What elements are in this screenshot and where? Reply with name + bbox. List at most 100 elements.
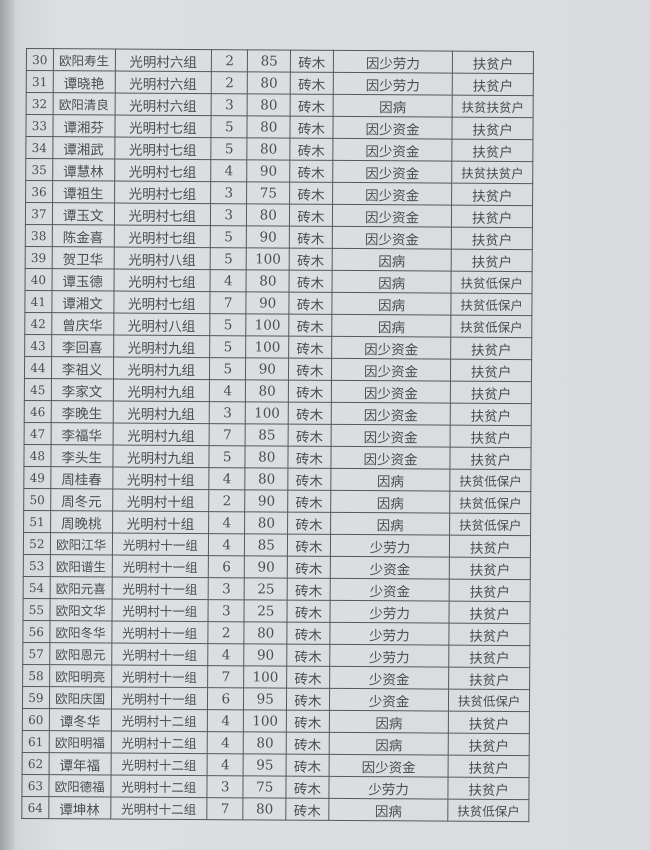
- table-row: 50 周冬元 光明村十组 2 90 砖木 因病 扶贫低保户: [23, 488, 531, 514]
- page-binding-shadow: [0, 0, 14, 850]
- table-row: 48 李头生 光明村九组 5 80 砖木 因少资金 扶贫户: [23, 444, 532, 470]
- table-row: 42 曾庆华 光明村八组 5 100 砖木 因病 扶贫低保户: [24, 312, 532, 338]
- table-row: 32 欧阳清良 光明村六组 3 80 砖木 因病 扶贫扶贫户: [26, 92, 534, 118]
- structure-material-cell: 砖木: [287, 468, 331, 491]
- structure-material-cell: 砖木: [290, 50, 334, 73]
- structure-material-cell: 砖木: [287, 490, 331, 513]
- row-number-cell: 55: [23, 598, 50, 621]
- row-number-cell: 53: [23, 554, 51, 577]
- household-type-cell: 扶贫户: [452, 51, 534, 74]
- area-value-cell: 75: [247, 181, 290, 205]
- household-name-cell: 周桂春: [50, 466, 113, 490]
- family-size-cell: 2: [211, 49, 248, 72]
- structure-material-cell: 砖木: [287, 556, 331, 579]
- structure-material-cell: 砖木: [287, 512, 331, 535]
- household-type-cell: 扶贫户: [448, 711, 530, 734]
- household-type-cell: 扶贫户: [450, 381, 532, 404]
- structure-material-cell: 砖木: [287, 578, 331, 601]
- household-name-cell: 谭玉德: [51, 268, 114, 292]
- village-group-cell: 光明村九组: [112, 379, 210, 402]
- poverty-reason-cell: 因病: [331, 270, 452, 294]
- village-group-cell: 光明村十一组: [111, 643, 208, 666]
- area-value-cell: 90: [246, 291, 290, 315]
- household-type-cell: 扶贫户: [450, 403, 532, 426]
- table-row: 56 欧阳冬华 光明村十一组 2 80 砖木 少劳力 扶贫户: [22, 620, 530, 646]
- household-name-cell: 欧阳谱生: [50, 554, 112, 578]
- household-name-cell: 谭年福: [48, 752, 111, 776]
- area-value-cell: 80: [244, 621, 288, 645]
- table-row: 33 谭湘芬 光明村七组 5 80 砖木 因少资金 扶贫户: [25, 114, 534, 140]
- poverty-reason-cell: 因少资金: [332, 226, 452, 250]
- row-number-cell: 61: [22, 730, 50, 753]
- household-name-cell: 周晚桃: [50, 510, 113, 534]
- household-type-cell: 扶贫低保户: [451, 271, 533, 294]
- table-row: 31 谭晓艳 光明村六组 2 80 砖木 因少劳力 扶贫户: [26, 70, 534, 96]
- table-row: 62 谭年福 光明村十二组 4 95 砖木 因少资金 扶贫户: [22, 752, 530, 778]
- poverty-reason-cell: 少资金: [329, 666, 450, 690]
- family-size-cell: 5: [209, 313, 247, 336]
- row-number-cell: 38: [25, 224, 53, 247]
- family-size-cell: 5: [210, 247, 247, 270]
- structure-material-cell: 砖木: [286, 622, 330, 645]
- row-number-cell: 34: [25, 136, 53, 159]
- area-value-cell: 80: [245, 379, 289, 403]
- structure-material-cell: 砖木: [288, 292, 332, 315]
- structure-material-cell: 砖木: [288, 358, 332, 381]
- structure-material-cell: 砖木: [288, 380, 332, 403]
- poverty-reason-cell: 因病: [331, 314, 452, 338]
- structure-material-cell: 砖木: [289, 270, 332, 293]
- row-number-cell: 42: [24, 312, 52, 335]
- table-row: 47 李福华 光明村九组 7 85 砖木 因少资金 扶贫户: [24, 422, 532, 448]
- table-row: 35 谭慧林 光明村七组 4 90 砖木 因少资金 扶贫扶贫户: [25, 158, 533, 184]
- family-size-cell: 4: [207, 709, 244, 732]
- household-name-cell: 周冬元: [50, 488, 113, 512]
- row-number-cell: 64: [21, 796, 49, 819]
- household-type-cell: 扶贫户: [451, 183, 533, 206]
- row-number-cell: 30: [26, 48, 54, 71]
- family-size-cell: 2: [208, 489, 246, 512]
- poverty-reason-cell: 少劳力: [329, 644, 450, 668]
- village-group-cell: 光明村七组: [114, 181, 211, 204]
- household-type-cell: 扶贫户: [448, 777, 530, 800]
- poverty-reason-cell: 因病: [330, 512, 450, 536]
- table-row: 36 谭祖生 光明村七组 3 75 砖木 因少资金 扶贫户: [25, 180, 533, 206]
- family-size-cell: 7: [207, 665, 245, 688]
- area-value-cell: 75: [243, 775, 287, 799]
- area-value-cell: 90: [247, 159, 290, 183]
- household-name-cell: 贺卫华: [51, 246, 114, 270]
- area-value-cell: 90: [245, 489, 288, 513]
- household-name-cell: 谭湘文: [51, 290, 114, 314]
- family-size-cell: 3: [209, 401, 246, 424]
- row-number-cell: 41: [24, 290, 52, 313]
- household-name-cell: 谭冬华: [49, 708, 111, 732]
- row-number-cell: 40: [25, 268, 52, 291]
- poverty-reason-cell: 因少资金: [332, 160, 453, 184]
- row-number-cell: 32: [26, 92, 53, 115]
- household-type-cell: 扶贫低保户: [450, 469, 531, 492]
- family-size-cell: 4: [207, 643, 245, 666]
- household-type-cell: 扶贫户: [448, 733, 530, 756]
- structure-material-cell: 砖木: [285, 798, 329, 821]
- household-name-cell: 李头生: [50, 444, 113, 468]
- household-type-cell: 扶贫户: [448, 667, 530, 690]
- area-value-cell: 80: [247, 93, 291, 117]
- household-type-cell: 扶贫户: [450, 359, 532, 382]
- village-group-cell: 光明村六组: [114, 93, 212, 116]
- village-group-cell: 光明村十组: [112, 489, 209, 512]
- household-type-cell: 扶贫低保户: [451, 293, 533, 316]
- village-group-cell: 光明村十二组: [110, 797, 207, 820]
- family-size-cell: 5: [209, 357, 247, 380]
- structure-material-cell: 砖木: [287, 600, 330, 623]
- household-name-cell: 谭湘武: [52, 136, 115, 160]
- structure-material-cell: 砖木: [286, 688, 330, 711]
- row-number-cell: 63: [21, 774, 49, 797]
- row-number-cell: 59: [22, 686, 50, 709]
- household-name-cell: 欧阳江华: [50, 532, 113, 556]
- table-row: 41 谭湘文 光明村七组 7 90 砖木 因病 扶贫低保户: [24, 290, 533, 316]
- household-type-cell: 扶贫户: [450, 425, 532, 448]
- poverty-reason-cell: 因少劳力: [333, 50, 453, 74]
- household-table: 30 欧阳寿生 光明村六组 2 85 砖木 因少劳力 扶贫户 31 谭晓艳 光明村六组 2 80 砖木 因少…: [21, 48, 534, 822]
- area-value-cell: 85: [247, 49, 291, 73]
- household-name-cell: 李回喜: [51, 334, 114, 358]
- table-row: 43 李回喜 光明村九组 5 100 砖木 因少资金 扶贫户: [24, 334, 532, 360]
